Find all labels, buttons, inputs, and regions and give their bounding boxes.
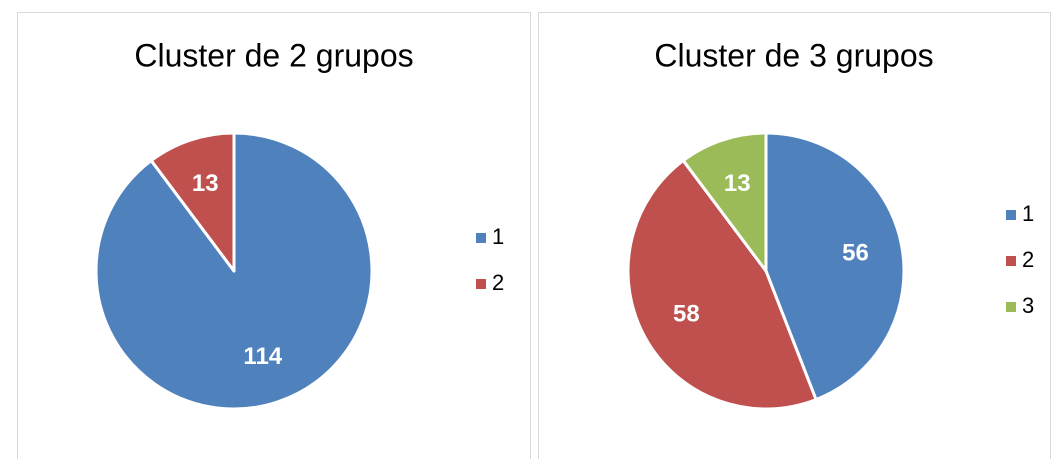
chart-title: Cluster de 2 grupos: [134, 37, 413, 73]
data-label: 58: [673, 301, 700, 328]
pie-slice: [681, 131, 768, 273]
pie-slice: [149, 131, 236, 273]
pie-slice: [626, 159, 818, 411]
pie-slice: [764, 131, 906, 402]
legend-label: 2: [1022, 247, 1034, 272]
pie-slice: [94, 131, 374, 411]
data-label: 13: [192, 170, 219, 197]
legend-swatch: [476, 279, 486, 289]
data-label: 13: [724, 170, 751, 197]
legend-swatch: [1006, 302, 1016, 312]
legend-swatch: [1006, 210, 1016, 220]
chart-title: Cluster de 3 grupos: [654, 37, 933, 73]
legend-label: 3: [1022, 293, 1034, 318]
legend-label: 1: [492, 224, 504, 249]
legend-swatch: [1006, 256, 1016, 266]
legend-label: 1: [1022, 201, 1034, 226]
legend-label: 2: [492, 270, 504, 295]
data-label: 114: [243, 343, 282, 370]
data-label: 56: [842, 240, 869, 267]
legend-swatch: [476, 233, 486, 243]
